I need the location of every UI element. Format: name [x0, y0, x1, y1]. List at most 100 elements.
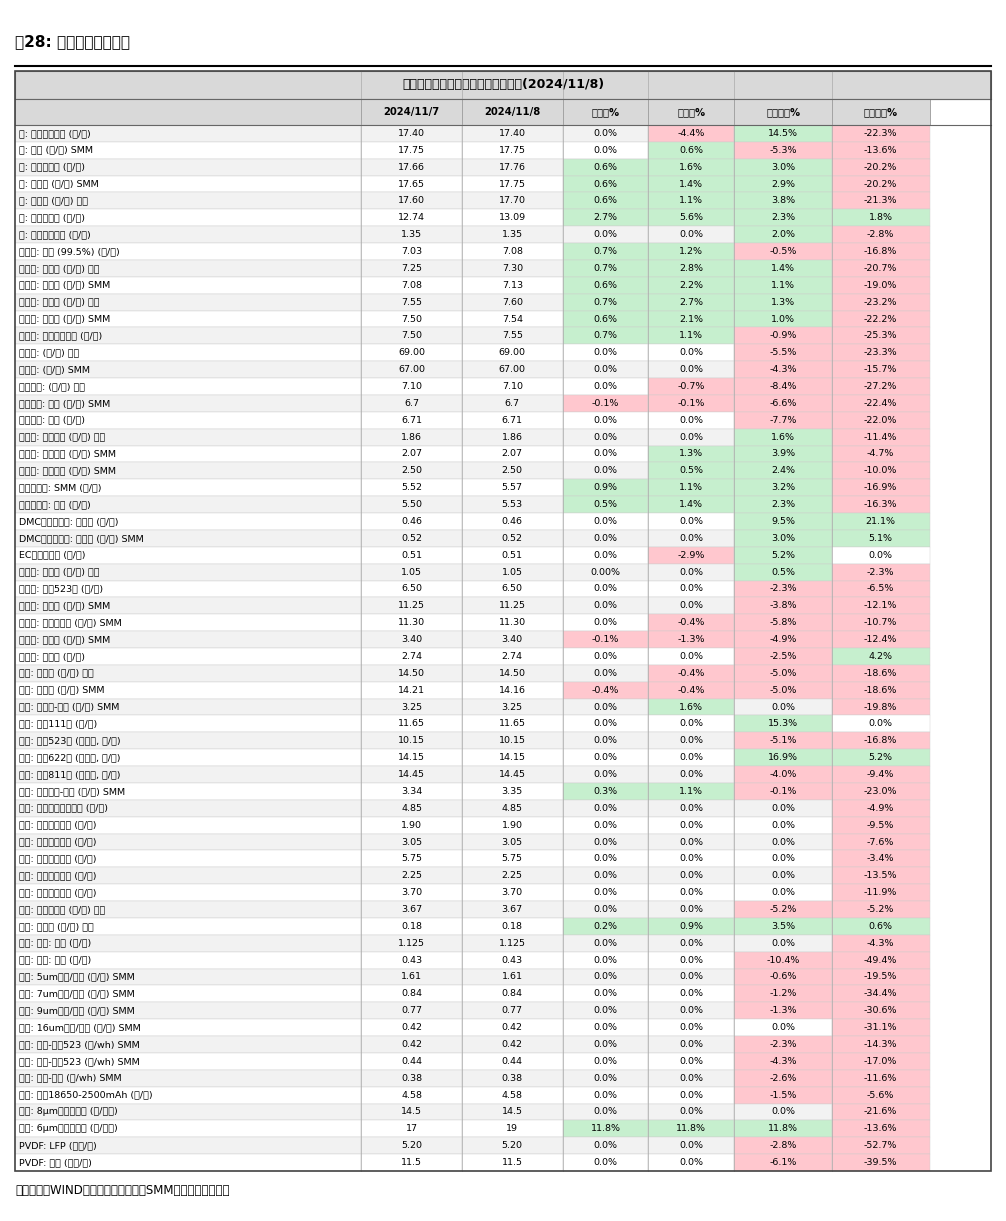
Text: 0.42: 0.42 [502, 1040, 523, 1049]
Bar [462, 766, 562, 783]
Bar [832, 951, 930, 968]
Bar [649, 750, 734, 766]
Text: 67.00: 67.00 [499, 365, 526, 374]
Bar [832, 766, 930, 783]
Text: 数据来源：WIND、鑫椤资讯、百川、SMM、东吴证券研究所: 数据来源：WIND、鑫椤资讯、百川、SMM、东吴证券研究所 [15, 1184, 229, 1198]
Text: -0.6%: -0.6% [770, 972, 797, 982]
Text: 2.25: 2.25 [401, 872, 423, 880]
Text: 隔膜: 湿法: 百川 (元/平): 隔膜: 湿法: 百川 (元/平) [19, 939, 92, 947]
Text: 11.65: 11.65 [398, 719, 426, 729]
Bar [649, 834, 734, 851]
Text: 0.7%: 0.7% [594, 264, 618, 274]
Text: 0.0%: 0.0% [594, 449, 618, 458]
Text: 0.0%: 0.0% [594, 1006, 618, 1015]
Text: 电解液: 磷酸铁锂 (万/吨) 百川: 电解液: 磷酸铁锂 (万/吨) 百川 [19, 432, 106, 442]
Text: 3.8%: 3.8% [771, 197, 795, 205]
Text: 0.0%: 0.0% [679, 888, 703, 897]
Text: 1.1%: 1.1% [679, 197, 703, 205]
Bar [462, 496, 562, 513]
Bar [15, 361, 361, 379]
Bar [734, 766, 832, 783]
Text: -17.0%: -17.0% [864, 1057, 897, 1066]
Text: -0.4%: -0.4% [678, 669, 705, 678]
Text: 0.6%: 0.6% [679, 145, 703, 155]
Text: 0.0%: 0.0% [679, 803, 703, 813]
Text: 0.0%: 0.0% [679, 231, 703, 239]
Text: -12.1%: -12.1% [864, 601, 897, 610]
Text: 碳酸锂: 国产 (99.5%) (万/吨): 碳酸锂: 国产 (99.5%) (万/吨) [19, 247, 120, 256]
Text: 14.50: 14.50 [398, 669, 426, 678]
Text: 17.75: 17.75 [499, 145, 526, 155]
Bar [562, 681, 649, 698]
Bar [562, 1002, 649, 1020]
Bar [15, 564, 361, 580]
Text: 0.0%: 0.0% [679, 601, 703, 610]
Text: 3.34: 3.34 [401, 786, 423, 796]
Bar [361, 480, 462, 496]
Text: 5.20: 5.20 [502, 1142, 523, 1150]
Text: 1.1%: 1.1% [679, 331, 703, 341]
Text: -13.5%: -13.5% [864, 872, 897, 880]
Bar [361, 142, 462, 159]
Text: 0.0%: 0.0% [679, 821, 703, 829]
Bar [361, 867, 462, 884]
Bar [832, 142, 930, 159]
Text: 【东吴电新】锂电材料价格每日涨跌(2024/11/8): 【东吴电新】锂电材料价格每日涨跌(2024/11/8) [402, 78, 604, 92]
Text: 日环比%: 日环比% [592, 107, 620, 117]
Bar [832, 1137, 930, 1154]
Text: 隔膜: 干法: 百川 (元/平): 隔膜: 干法: 百川 (元/平) [19, 956, 92, 965]
Text: 7.10: 7.10 [502, 382, 523, 391]
Bar [361, 901, 462, 918]
Bar [361, 580, 462, 597]
Bar [734, 513, 832, 530]
Text: 0.0%: 0.0% [594, 719, 618, 729]
Text: 1.86: 1.86 [401, 432, 423, 442]
Text: 7.50: 7.50 [401, 315, 423, 324]
Text: 0.6%: 0.6% [594, 197, 618, 205]
Text: -19.8%: -19.8% [864, 702, 897, 712]
Text: 0.0%: 0.0% [869, 719, 892, 729]
Bar [562, 918, 649, 935]
Bar [361, 125, 462, 142]
Text: 17.60: 17.60 [398, 197, 426, 205]
Bar [649, 733, 734, 750]
Bar [462, 209, 562, 226]
Bar [832, 243, 930, 260]
Bar [562, 193, 649, 209]
Bar [15, 665, 361, 681]
Bar [361, 226, 462, 243]
Text: -34.4%: -34.4% [864, 989, 897, 999]
Bar [361, 310, 462, 327]
Bar [562, 530, 649, 547]
Bar [15, 260, 361, 277]
Bar [562, 935, 649, 951]
Bar [361, 344, 462, 361]
Text: 3.25: 3.25 [401, 702, 423, 712]
Bar [734, 564, 832, 580]
Text: 0.0%: 0.0% [594, 669, 618, 678]
Bar [649, 901, 734, 918]
Bar [462, 1104, 562, 1121]
Text: 1.8%: 1.8% [869, 214, 892, 222]
Bar [462, 597, 562, 614]
Text: 0.0%: 0.0% [594, 601, 618, 610]
Text: 0.0%: 0.0% [594, 888, 618, 897]
Text: 3.67: 3.67 [401, 905, 423, 915]
Bar [734, 99, 832, 125]
Bar [649, 1053, 734, 1070]
Text: 5.20: 5.20 [401, 1142, 423, 1150]
Text: 5.75: 5.75 [401, 855, 423, 863]
Text: 10.15: 10.15 [398, 736, 426, 745]
Text: 7.60: 7.60 [502, 298, 523, 306]
Text: 1.125: 1.125 [499, 939, 526, 947]
Text: -6.5%: -6.5% [867, 585, 894, 593]
Text: 0.5%: 0.5% [679, 466, 703, 475]
Text: 电池: 方形-三元523 (元/wh) SMM: 电池: 方形-三元523 (元/wh) SMM [19, 1040, 140, 1049]
Bar [832, 968, 930, 985]
Bar [832, 1020, 930, 1037]
Text: 0.0%: 0.0% [594, 585, 618, 593]
Bar [734, 733, 832, 750]
Bar [649, 564, 734, 580]
Text: 铜箔: 6μm国产加工费 (元/公斤): 铜箔: 6μm国产加工费 (元/公斤) [19, 1125, 118, 1133]
Text: 5.6%: 5.6% [679, 214, 703, 222]
